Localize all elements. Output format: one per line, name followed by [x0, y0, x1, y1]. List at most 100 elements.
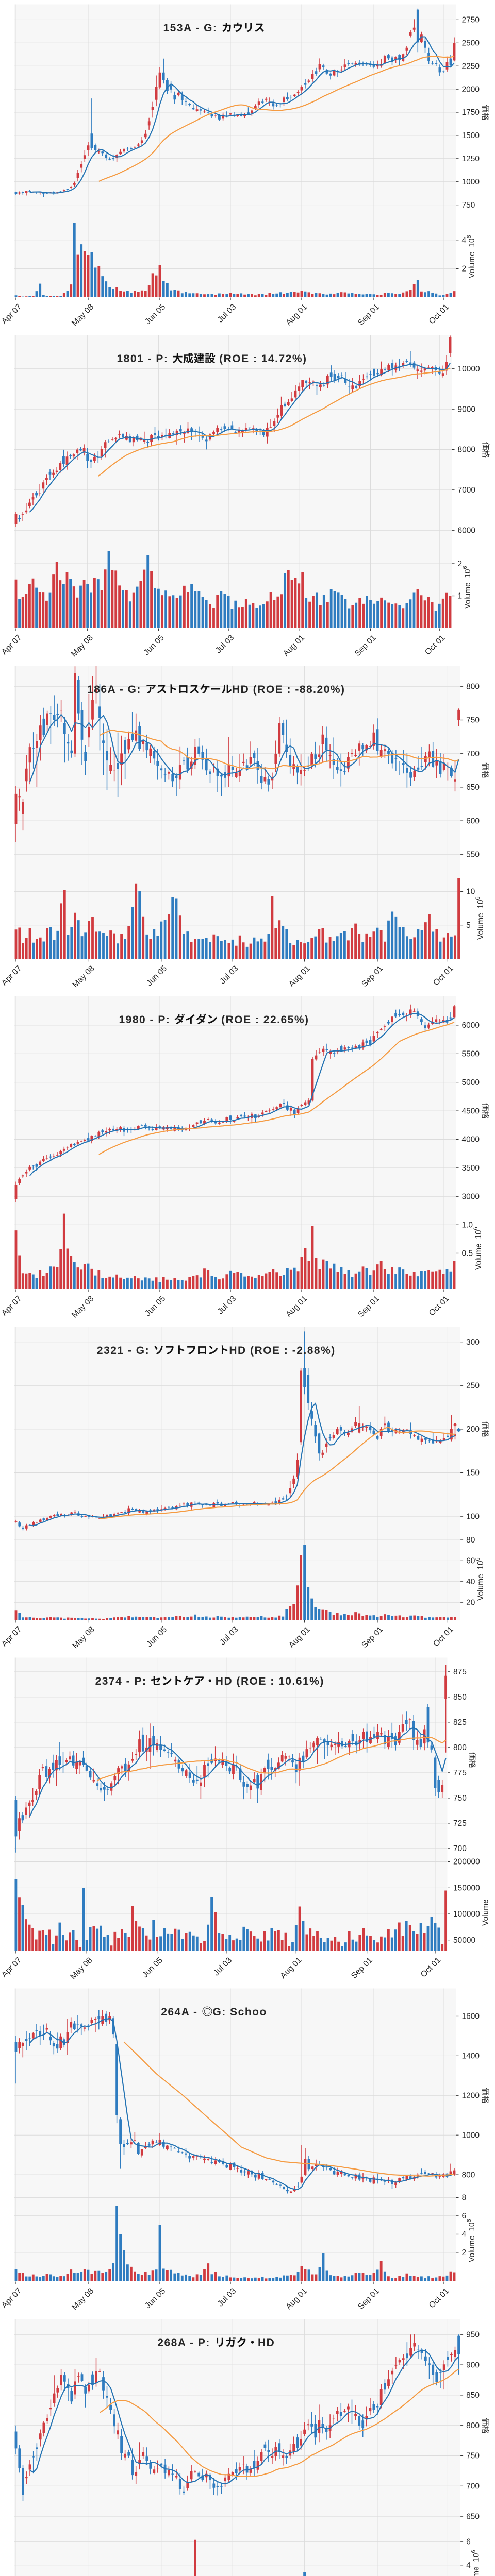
svg-text:2: 2 [462, 2248, 467, 2257]
svg-text:Sep 01: Sep 01 [360, 1625, 385, 1650]
svg-text:4000: 4000 [462, 1136, 480, 1144]
svg-text:HD (ROE : 10.61%): HD (ROE : 10.61%) [216, 1675, 324, 1687]
svg-text:5000: 5000 [462, 1078, 480, 1087]
svg-text:2250: 2250 [462, 62, 480, 71]
svg-text:May 08: May 08 [70, 302, 95, 328]
svg-text:750: 750 [453, 1794, 467, 1803]
svg-text:100000: 100000 [453, 1910, 480, 1919]
svg-text:G: Schoo: G: Schoo [213, 2006, 267, 2018]
svg-text:6: 6 [462, 2212, 467, 2221]
svg-text:800: 800 [466, 2421, 480, 2430]
svg-text:Oct 01: Oct 01 [432, 964, 455, 987]
svg-text:153A - G:: 153A - G: [163, 22, 221, 34]
svg-text:May 08: May 08 [69, 1956, 94, 1981]
svg-text:Jun 05: Jun 05 [141, 1956, 164, 1979]
svg-text:Sep 01: Sep 01 [356, 2286, 381, 2311]
svg-text:May 08: May 08 [70, 1294, 95, 1319]
svg-text:Oct 01: Oct 01 [427, 302, 451, 326]
svg-text:200: 200 [466, 1425, 480, 1434]
svg-text:550: 550 [466, 851, 480, 859]
svg-text:725: 725 [453, 1819, 467, 1828]
svg-text:Jul 03: Jul 03 [214, 633, 236, 655]
svg-text:Aug 01: Aug 01 [284, 2286, 309, 2311]
svg-text:3000: 3000 [462, 1193, 480, 1201]
svg-text:700: 700 [466, 750, 480, 758]
svg-text:10000: 10000 [458, 365, 480, 374]
svg-text:200000: 200000 [453, 1858, 480, 1867]
svg-text:Volume 106: Volume 106 [471, 2550, 481, 2576]
svg-text:50000: 50000 [453, 1936, 475, 1945]
svg-text:800: 800 [466, 683, 480, 691]
svg-text:750: 750 [466, 716, 480, 725]
svg-text:60: 60 [466, 1557, 475, 1566]
svg-text:700: 700 [466, 2482, 480, 2491]
svg-text:6: 6 [466, 2537, 471, 2546]
svg-text:875: 875 [453, 1668, 467, 1676]
svg-text:850: 850 [453, 1693, 467, 1702]
svg-text:Oct 01: Oct 01 [427, 1294, 451, 1317]
svg-text:Jul 03: Jul 03 [218, 964, 240, 986]
svg-text:Aug 01: Aug 01 [287, 964, 312, 989]
svg-text:250: 250 [466, 1382, 480, 1391]
svg-text:750: 750 [462, 201, 475, 210]
svg-text:1500: 1500 [462, 131, 480, 140]
svg-text:2: 2 [462, 265, 467, 274]
svg-text:Apr 07: Apr 07 [0, 2286, 23, 2310]
svg-text:Jun 05: Jun 05 [143, 1294, 167, 1318]
svg-text:Oct 01: Oct 01 [427, 2286, 451, 2310]
svg-text:5500: 5500 [462, 1050, 480, 1059]
svg-text:Aug 01: Aug 01 [279, 1956, 304, 1980]
svg-text:(ROE : 22.65%): (ROE : 22.65%) [218, 1014, 309, 1026]
svg-text:1000: 1000 [462, 2131, 480, 2140]
svg-text:Sep 01: Sep 01 [360, 964, 385, 989]
svg-text:May 08: May 08 [71, 964, 96, 989]
svg-text:Apr 07: Apr 07 [0, 302, 23, 326]
svg-text:HD (ROE : -88.20%): HD (ROE : -88.20%) [232, 684, 345, 696]
svg-text:1200: 1200 [462, 2092, 480, 2100]
svg-text:May 08: May 08 [70, 2286, 95, 2312]
svg-text:6000: 6000 [458, 527, 476, 535]
svg-text:HD: HD [258, 2337, 275, 2349]
svg-text:Jul 03: Jul 03 [216, 1294, 238, 1316]
svg-text:Sep 01: Sep 01 [356, 302, 381, 327]
svg-text:Jun 05: Jun 05 [145, 964, 169, 988]
svg-text:Jul 03: Jul 03 [216, 302, 238, 324]
svg-text:0.5: 0.5 [462, 1249, 473, 1258]
svg-text:Sep 01: Sep 01 [356, 1294, 381, 1319]
svg-text:Aug 01: Aug 01 [284, 1294, 309, 1319]
svg-text:40: 40 [466, 1578, 475, 1586]
svg-text:9000: 9000 [458, 405, 476, 414]
svg-text:700: 700 [453, 1844, 467, 1853]
svg-text:2500: 2500 [462, 39, 480, 48]
svg-text:2321 - G:: 2321 - G: [97, 1345, 154, 1357]
svg-text:950: 950 [466, 2331, 480, 2340]
svg-text:4: 4 [462, 236, 467, 245]
svg-text:150: 150 [466, 1469, 480, 1478]
svg-text:Volume 106: Volume 106 [473, 1227, 483, 1270]
svg-text:Apr 07: Apr 07 [0, 1294, 23, 1317]
svg-text:300: 300 [466, 1338, 480, 1347]
svg-text:4500: 4500 [462, 1107, 480, 1115]
svg-text:650: 650 [466, 783, 480, 792]
svg-text:100: 100 [466, 1512, 480, 1521]
svg-text:HD (ROE : -2.88%): HD (ROE : -2.88%) [229, 1345, 335, 1357]
svg-text:1980 - P:: 1980 - P: [119, 1014, 174, 1026]
svg-text:Jul 03: Jul 03 [218, 1625, 240, 1647]
svg-text:6000: 6000 [462, 1021, 480, 1030]
svg-text:1250: 1250 [462, 155, 480, 163]
svg-text:Aug 01: Aug 01 [282, 633, 306, 658]
svg-text:May 08: May 08 [70, 633, 95, 658]
svg-text:Jun 05: Jun 05 [145, 1625, 169, 1649]
svg-text:3500: 3500 [462, 1164, 480, 1173]
svg-text:1600: 1600 [462, 2012, 480, 2021]
svg-text:Sep 01: Sep 01 [353, 633, 378, 658]
svg-text:8: 8 [462, 2194, 467, 2202]
svg-text:1.0: 1.0 [462, 1221, 473, 1229]
svg-text:2750: 2750 [462, 16, 480, 25]
svg-text:Volume 106: Volume 106 [475, 1557, 485, 1601]
svg-text:Jul 03: Jul 03 [216, 2286, 238, 2308]
svg-text:Jun 05: Jun 05 [142, 633, 166, 657]
svg-text:5: 5 [466, 921, 471, 930]
svg-text:900: 900 [466, 2361, 480, 2369]
svg-text:2: 2 [458, 560, 463, 568]
